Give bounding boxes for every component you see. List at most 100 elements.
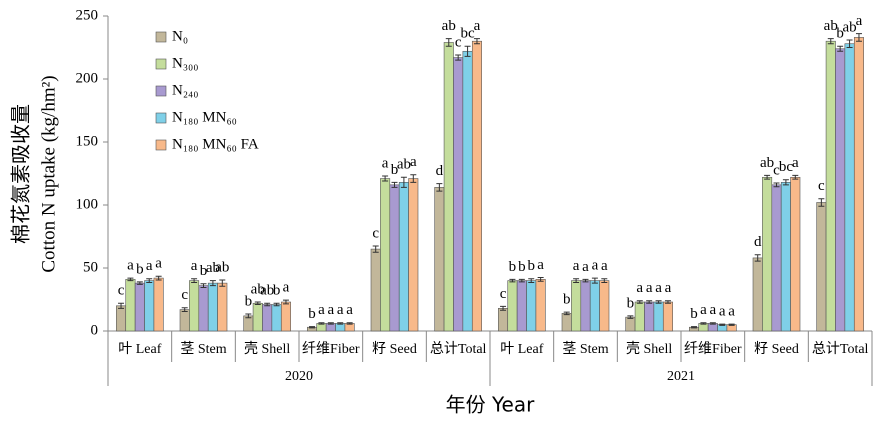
bar <box>662 301 673 332</box>
significance-label: ab <box>251 281 265 297</box>
y-tick-label: 200 <box>76 70 99 86</box>
error-bar <box>455 54 462 61</box>
bar <box>271 304 282 332</box>
error-bar <box>318 322 325 325</box>
y-tick-label: 250 <box>76 7 99 23</box>
legend-swatch <box>155 31 167 43</box>
significance-label: a <box>573 258 580 274</box>
bar <box>707 323 718 332</box>
significance-label: a <box>337 302 344 318</box>
error-bar <box>782 179 789 186</box>
significance-label: a <box>191 258 198 274</box>
significance-label: a <box>318 302 325 318</box>
significance-label: b <box>509 259 517 275</box>
error-bar <box>219 279 226 287</box>
y-tick-label: 150 <box>76 133 99 149</box>
bar <box>280 301 291 332</box>
error-bar <box>181 307 188 312</box>
error-bar <box>273 302 280 307</box>
bar <box>370 248 381 332</box>
bar <box>790 176 801 332</box>
significance-label: a <box>582 259 589 275</box>
error-bar <box>601 278 608 283</box>
x-tick-label: 壳 Shell <box>244 340 290 357</box>
significance-label: c <box>372 225 379 241</box>
error-bar <box>372 245 379 253</box>
error-bar <box>337 322 344 325</box>
error-bar <box>445 38 452 47</box>
significance-label: a <box>382 155 389 171</box>
error-bar <box>410 174 417 183</box>
significance-label: a <box>728 304 735 320</box>
bar <box>653 301 664 332</box>
bar <box>580 280 591 332</box>
bar <box>816 202 827 332</box>
error-bar <box>346 322 353 325</box>
error-bar <box>573 278 580 283</box>
bar <box>443 42 454 332</box>
x-tick-label: 总计Total <box>812 341 869 357</box>
significance-label: a <box>665 280 672 296</box>
error-bar <box>563 311 570 316</box>
significance-label: ab <box>760 155 774 171</box>
bar <box>453 57 464 332</box>
error-bar <box>473 38 480 45</box>
bar <box>125 279 136 332</box>
bar <box>389 184 400 332</box>
bar <box>471 40 482 332</box>
y-axis-title: 棉花氮素吸收量 <box>9 104 33 244</box>
significance-label: b <box>518 259 526 275</box>
significance-label: b <box>273 283 281 299</box>
error-bar <box>264 302 271 307</box>
error-bar <box>146 278 153 283</box>
significance-label: c <box>118 283 125 299</box>
significance-label: a <box>127 258 134 274</box>
x-tick-label: 壳 Shell <box>626 340 672 357</box>
significance-label: b <box>627 295 635 311</box>
significance-label: a <box>146 258 153 274</box>
bar <box>844 43 855 332</box>
legend-swatch <box>155 85 167 97</box>
significance-label: a <box>636 280 643 296</box>
error-bar <box>818 198 825 207</box>
significance-label: a <box>700 302 707 318</box>
y-tick-label: 0 <box>91 322 99 338</box>
bar <box>179 309 190 332</box>
bar <box>698 323 709 332</box>
error-bar <box>309 326 316 329</box>
y-tick-label: 100 <box>76 196 99 212</box>
bar <box>526 280 537 332</box>
error-bar <box>209 280 216 287</box>
bar <box>507 280 518 332</box>
error-bar <box>500 305 507 311</box>
error-bar <box>282 299 289 305</box>
significance-label: bc <box>779 159 794 175</box>
significance-label: ab <box>215 259 229 275</box>
significance-label: ab <box>397 157 411 173</box>
bar <box>462 50 473 332</box>
error-bar <box>200 283 207 289</box>
significance-label: a <box>283 280 290 296</box>
significance-label: b <box>563 292 571 308</box>
x-tick-label: 茎 Stem <box>180 341 226 357</box>
bar <box>762 176 773 332</box>
error-bar <box>537 276 544 282</box>
significance-label: b <box>690 306 698 322</box>
error-bar <box>591 277 598 284</box>
error-bar <box>709 322 716 325</box>
error-bar <box>327 322 334 325</box>
significance-label: ab <box>442 18 456 34</box>
bar <box>853 37 864 332</box>
error-bar <box>127 277 134 282</box>
bar <box>752 257 763 332</box>
significance-label: c <box>818 178 825 194</box>
error-bar <box>719 323 726 326</box>
error-bar <box>792 174 799 180</box>
error-bar <box>391 181 398 188</box>
significance-label: a <box>346 302 353 318</box>
legend-swatch <box>155 139 167 151</box>
bar <box>198 285 209 332</box>
x-axis-title: 年份 Year <box>446 393 535 417</box>
error-bar <box>582 278 589 283</box>
error-bar <box>254 301 261 306</box>
